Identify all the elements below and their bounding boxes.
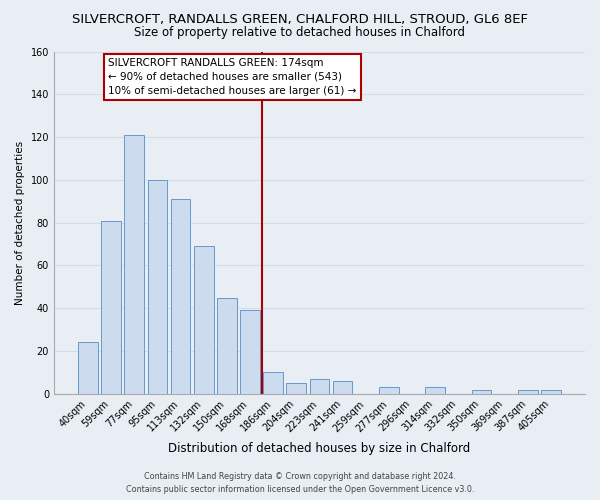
Text: SILVERCROFT RANDALLS GREEN: 174sqm
← 90% of detached houses are smaller (543)
10: SILVERCROFT RANDALLS GREEN: 174sqm ← 90%…: [108, 58, 356, 96]
Bar: [240, 310, 260, 394]
Bar: [148, 180, 167, 394]
Bar: [194, 246, 214, 394]
Bar: [518, 390, 538, 394]
Bar: [472, 390, 491, 394]
Text: Contains HM Land Registry data © Crown copyright and database right 2024.
Contai: Contains HM Land Registry data © Crown c…: [126, 472, 474, 494]
Bar: [310, 379, 329, 394]
Bar: [333, 381, 352, 394]
Text: SILVERCROFT, RANDALLS GREEN, CHALFORD HILL, STROUD, GL6 8EF: SILVERCROFT, RANDALLS GREEN, CHALFORD HI…: [72, 12, 528, 26]
X-axis label: Distribution of detached houses by size in Chalford: Distribution of detached houses by size …: [169, 442, 470, 455]
Bar: [78, 342, 98, 394]
Y-axis label: Number of detached properties: Number of detached properties: [15, 140, 25, 304]
Bar: [217, 298, 236, 394]
Bar: [425, 388, 445, 394]
Bar: [263, 372, 283, 394]
Bar: [379, 388, 399, 394]
Bar: [541, 390, 561, 394]
Bar: [101, 220, 121, 394]
Text: Size of property relative to detached houses in Chalford: Size of property relative to detached ho…: [134, 26, 466, 39]
Bar: [124, 135, 144, 394]
Bar: [170, 199, 190, 394]
Bar: [286, 383, 306, 394]
